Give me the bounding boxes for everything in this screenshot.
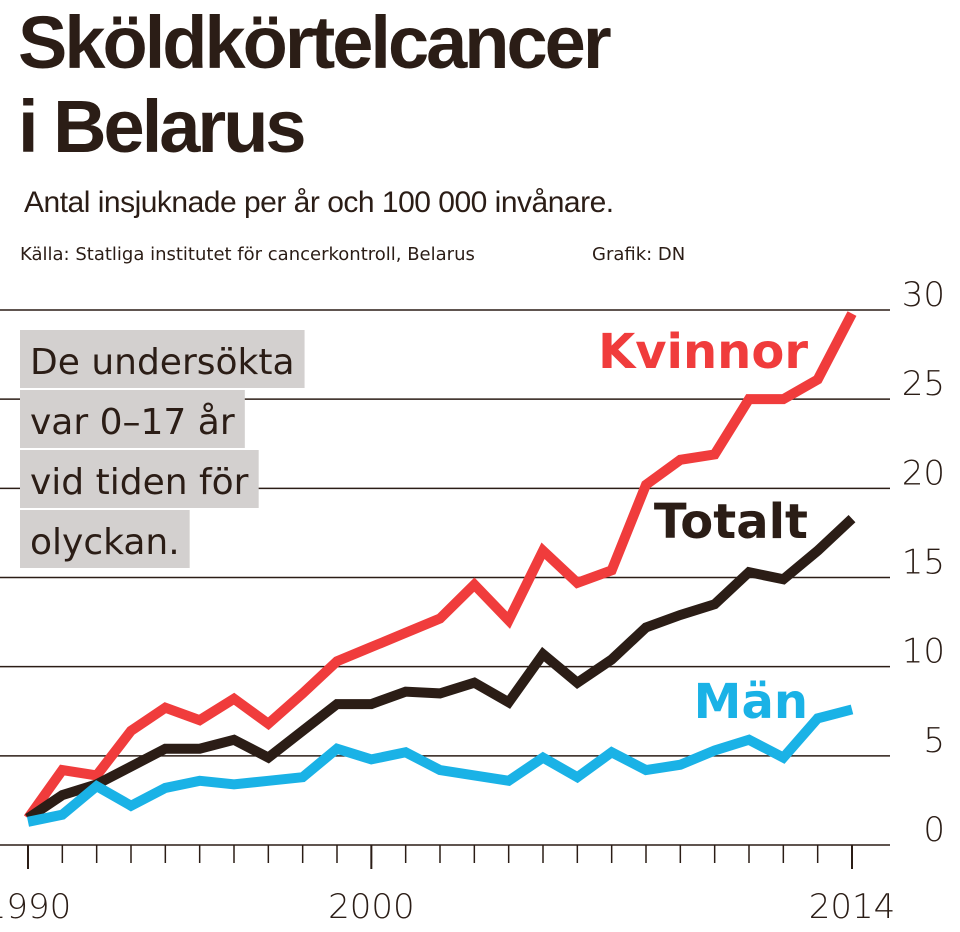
chart-subtitle: Antal insjuknade per år och 100 000 invå… bbox=[24, 186, 614, 219]
series-label: Män bbox=[694, 674, 808, 730]
annotation-text: olyckan. bbox=[30, 522, 180, 563]
series-label: Kvinnor bbox=[598, 324, 808, 380]
x-tick-label: 2014 bbox=[809, 887, 896, 927]
annotation-bg bbox=[20, 390, 245, 448]
annotation-line: vid tiden för bbox=[20, 450, 259, 508]
x-tick-label: 2000 bbox=[328, 887, 415, 927]
series-line bbox=[25, 514, 856, 823]
series-label: Totalt bbox=[654, 494, 808, 550]
annotation-line: De undersökta bbox=[20, 330, 305, 388]
y-tick-label: 15 bbox=[902, 543, 945, 583]
annotation-bg bbox=[20, 450, 259, 508]
y-tick-label: 30 bbox=[902, 275, 945, 315]
credit: Grafik: DN bbox=[592, 244, 685, 265]
y-tick-label: 5 bbox=[923, 721, 945, 761]
y-tick-label: 20 bbox=[902, 453, 945, 493]
annotation-text: vid tiden för bbox=[30, 462, 249, 503]
annotation-line: var 0–17 år bbox=[20, 390, 245, 448]
annotation-text: var 0–17 år bbox=[30, 402, 235, 443]
source: Källa: Statliga institutet för cancerkon… bbox=[20, 244, 475, 265]
y-tick-label: 25 bbox=[902, 364, 945, 404]
y-tick-label: 0 bbox=[923, 810, 945, 850]
chart-title: i Belarus bbox=[18, 85, 304, 168]
annotation-bg bbox=[20, 510, 190, 568]
chart-title: Sköldkörtelcancer bbox=[18, 1, 611, 84]
annotation-text: De undersökta bbox=[30, 342, 295, 383]
series-line bbox=[23, 311, 857, 822]
y-tick-label: 10 bbox=[902, 632, 945, 672]
x-tick-label: 1990 bbox=[0, 887, 71, 927]
annotation-bg bbox=[20, 330, 305, 388]
series-line bbox=[26, 704, 854, 827]
annotation-line: olyckan. bbox=[20, 510, 190, 568]
